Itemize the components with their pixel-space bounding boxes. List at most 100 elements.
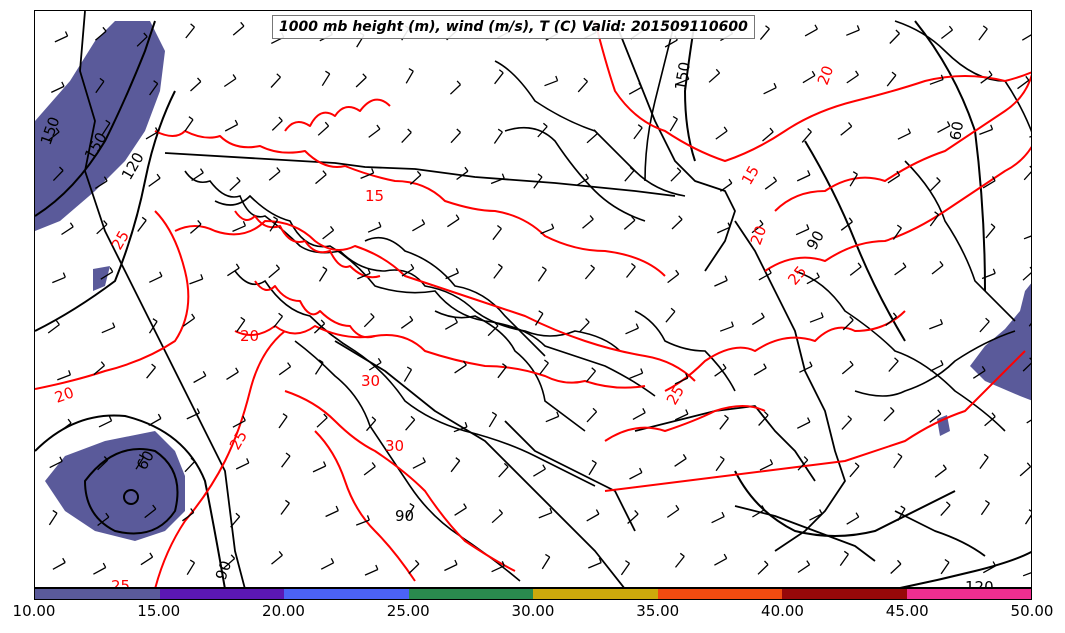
wind-barb-feather bbox=[242, 415, 246, 421]
wind-barb-feather bbox=[320, 319, 326, 325]
wind-barb bbox=[802, 74, 816, 84]
wind-barb-feather bbox=[556, 411, 560, 417]
wind-barb bbox=[841, 418, 852, 430]
temp-label: 20 bbox=[240, 327, 259, 345]
wind-barb bbox=[52, 170, 64, 182]
contour-150-west bbox=[35, 20, 156, 217]
height-label: 90 bbox=[395, 507, 414, 525]
wind-barb-feather bbox=[892, 312, 898, 318]
weather-map: 150 120 150 90 60 90 120 90 150 60 20 25… bbox=[35, 11, 1031, 587]
wind-barb bbox=[841, 364, 854, 375]
wind-barb-feather bbox=[724, 275, 728, 281]
wind-barb bbox=[94, 180, 108, 189]
wind-barb-feather bbox=[855, 70, 859, 76]
wind-barb-feather bbox=[991, 176, 996, 182]
colorbar-tick-label: 10.00 bbox=[12, 602, 56, 620]
wind-barb bbox=[753, 367, 767, 376]
wind-barb bbox=[456, 170, 469, 181]
wind-barb bbox=[801, 131, 812, 143]
wind-barb bbox=[979, 128, 993, 136]
wind-barb-feather bbox=[191, 313, 196, 319]
wind-barb-feather bbox=[55, 320, 60, 325]
wind-barb bbox=[849, 465, 860, 478]
wind-barb bbox=[236, 319, 246, 333]
wind-barb bbox=[797, 564, 810, 574]
wind-barb bbox=[804, 28, 818, 37]
wind-barb bbox=[889, 33, 900, 44]
wind-barb-feather bbox=[593, 129, 598, 134]
temp-contour-25-gulf bbox=[604, 405, 766, 442]
wind-barb bbox=[136, 36, 148, 47]
wind-barb-feather bbox=[323, 461, 327, 467]
wind-barb bbox=[368, 361, 382, 371]
wind-barb bbox=[186, 412, 200, 420]
wind-barb bbox=[885, 316, 898, 327]
temp-contour-25-west bbox=[154, 330, 286, 587]
wind-barb-feather bbox=[639, 467, 643, 473]
wind-barb-feather bbox=[946, 121, 951, 127]
wind-barb-feather bbox=[940, 360, 944, 365]
wind-barb-feather bbox=[190, 508, 195, 513]
wind-barb bbox=[981, 272, 996, 280]
wind-barb-feather bbox=[897, 453, 903, 458]
wind-barb-feather bbox=[105, 512, 110, 518]
wind-barb bbox=[314, 362, 324, 375]
wind-barb-feather bbox=[730, 321, 734, 327]
wind-barb bbox=[670, 170, 682, 182]
wind-barb bbox=[447, 218, 460, 228]
wind-barb-feather bbox=[855, 512, 860, 518]
wind-barb bbox=[1022, 272, 1031, 281]
wind-barb bbox=[235, 462, 250, 470]
central-america-coast bbox=[504, 420, 636, 532]
wind-barb bbox=[795, 228, 810, 236]
wind-barb-feather bbox=[981, 366, 986, 371]
contour-90-southeast bbox=[734, 470, 956, 537]
colorbar-segment bbox=[533, 589, 658, 599]
wind-barb bbox=[312, 465, 326, 473]
wind-barb bbox=[675, 78, 689, 86]
wind-barb-feather bbox=[984, 499, 990, 504]
wind-barb-feather bbox=[856, 25, 860, 31]
wind-barb-feather bbox=[407, 128, 412, 133]
wind-barb-feather bbox=[1029, 165, 1031, 169]
low-pressure-center bbox=[123, 489, 139, 505]
wind-barb-feather bbox=[285, 499, 290, 504]
wind-barb bbox=[149, 83, 159, 96]
wind-barb-feather bbox=[197, 219, 202, 225]
wind-barb bbox=[752, 509, 765, 518]
height-contours-terrain bbox=[184, 20, 1031, 582]
wind-barb-feather bbox=[542, 464, 546, 470]
wind-barb-feather bbox=[715, 68, 721, 74]
wind-barb bbox=[665, 311, 676, 323]
east-island bbox=[894, 510, 986, 557]
wind-barb-feather bbox=[670, 307, 676, 312]
wind-barb bbox=[624, 170, 635, 182]
wind-barb bbox=[576, 177, 589, 187]
wind-barb bbox=[674, 377, 689, 385]
wind-barb bbox=[96, 223, 108, 235]
wind-barb-feather bbox=[773, 82, 777, 88]
wind-barb-feather bbox=[153, 80, 159, 85]
wind-barb-feather bbox=[100, 361, 105, 366]
wind-barb bbox=[890, 563, 902, 574]
wind-barb bbox=[497, 366, 507, 379]
wind-barb-feather bbox=[246, 458, 250, 464]
wind-barb-feather bbox=[462, 360, 467, 366]
wind-barb-feather bbox=[456, 80, 461, 86]
wind-barb bbox=[278, 366, 291, 376]
wind-barb-feather bbox=[109, 267, 114, 273]
wind-barb bbox=[444, 563, 458, 572]
wind-barb-feather bbox=[900, 505, 906, 510]
height-label: 60 bbox=[946, 120, 967, 142]
wind-barb bbox=[893, 456, 903, 469]
wind-barb bbox=[897, 132, 911, 140]
wind-barb bbox=[185, 26, 196, 39]
wind-barb bbox=[667, 273, 680, 284]
wind-barb bbox=[190, 81, 202, 92]
wind-barb-feather bbox=[847, 415, 852, 420]
wind-barb bbox=[406, 505, 415, 519]
wind-barb-feather bbox=[159, 271, 163, 277]
wind-barb bbox=[1029, 135, 1031, 138]
wind-barb bbox=[363, 316, 375, 328]
wind-barb bbox=[757, 564, 769, 575]
